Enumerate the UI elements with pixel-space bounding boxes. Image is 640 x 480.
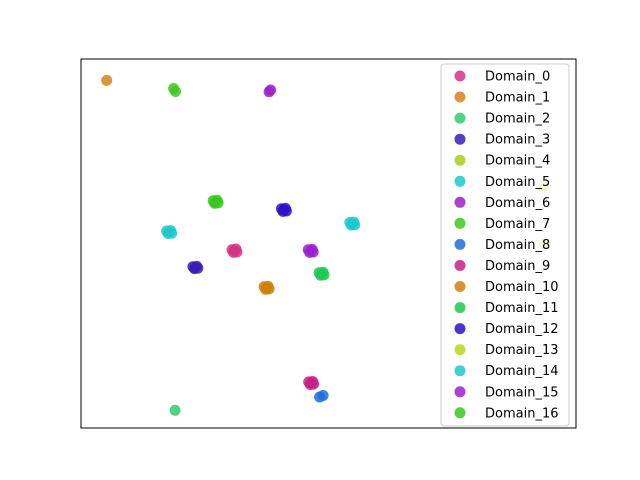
data-point-domain-6-1 xyxy=(265,84,277,96)
data-point-domain-16-4 xyxy=(211,194,223,206)
legend-label-domain-6: Domain_6 xyxy=(485,196,550,211)
legend-marker-domain-10 xyxy=(454,281,466,292)
legend-label-domain-13: Domain_13 xyxy=(485,343,559,358)
legend-marker-domain-7 xyxy=(454,217,466,229)
data-point-domain-0-4 xyxy=(230,243,242,255)
legend-marker-domain-8 xyxy=(454,238,466,250)
legend-marker-domain-3 xyxy=(454,133,466,145)
legend-label-domain-15: Domain_15 xyxy=(485,385,559,400)
data-point-domain-3-4 xyxy=(191,260,203,272)
legend-items: Domain_0 Domain_1 Domain_2 Domain_3 Domain_4… xyxy=(454,70,559,421)
legend-label-domain-7: Domain_7 xyxy=(485,217,550,232)
legend-marker-domain-9 xyxy=(454,260,466,271)
legend-box xyxy=(440,63,570,427)
legend-marker-domain-4 xyxy=(454,154,466,166)
data-point-domain-11-4 xyxy=(317,266,329,278)
data-point-domain-2-0 xyxy=(169,404,181,416)
data-point-domain-7-1 xyxy=(170,86,181,97)
data-point-domain-8-1 xyxy=(317,390,329,401)
legend-label-domain-16: Domain_16 xyxy=(485,406,559,421)
legend-label-domain-12: Domain_12 xyxy=(485,322,559,337)
legend-label-domain-2: Domain_2 xyxy=(485,112,550,127)
legend-label-domain-10: Domain_10 xyxy=(485,280,559,295)
legend-marker-domain-12 xyxy=(454,323,466,335)
legend-label-domain-4: Domain_4 xyxy=(485,154,550,169)
legend-label-domain-8: Domain_8 xyxy=(485,238,550,253)
data-point-domain-5-4 xyxy=(165,225,177,237)
legend-marker-domain-15 xyxy=(454,386,466,398)
legend-label-domain-5: Domain_5 xyxy=(485,175,550,190)
legend-label-domain-3: Domain_3 xyxy=(485,133,550,148)
legend-marker-domain-6 xyxy=(454,196,466,208)
legend-label-domain-9: Domain_9 xyxy=(485,259,550,274)
legend-label-domain-0: Domain_0 xyxy=(485,70,550,85)
legend-marker-domain-5 xyxy=(454,175,466,187)
plot-area-frame xyxy=(80,58,577,429)
data-point-domain-9-4 xyxy=(307,376,319,387)
data-point-domain-15-4 xyxy=(306,243,318,255)
legend-marker-domain-14 xyxy=(454,365,466,377)
legend-marker-domain-11 xyxy=(454,302,466,314)
legend-label-domain-11: Domain_11 xyxy=(485,301,559,316)
legend-marker-domain-0 xyxy=(454,70,466,82)
legend-label-domain-1: Domain_1 xyxy=(485,91,550,106)
data-point-domain-10-4 xyxy=(262,280,274,292)
legend-marker-domain-16 xyxy=(454,407,466,419)
data-point-domain-14-4 xyxy=(348,216,360,228)
legend-label-domain-14: Domain_14 xyxy=(485,364,559,379)
legend-marker-domain-2 xyxy=(454,112,466,124)
legend: Domain_0 Domain_1 Domain_2 Domain_3 Domain_4… xyxy=(440,63,570,427)
data-point-domain-1-0 xyxy=(101,74,113,86)
legend-marker-domain-1 xyxy=(454,91,466,103)
data-point-domain-12-4 xyxy=(279,202,291,214)
legend-marker-domain-13 xyxy=(454,344,466,356)
